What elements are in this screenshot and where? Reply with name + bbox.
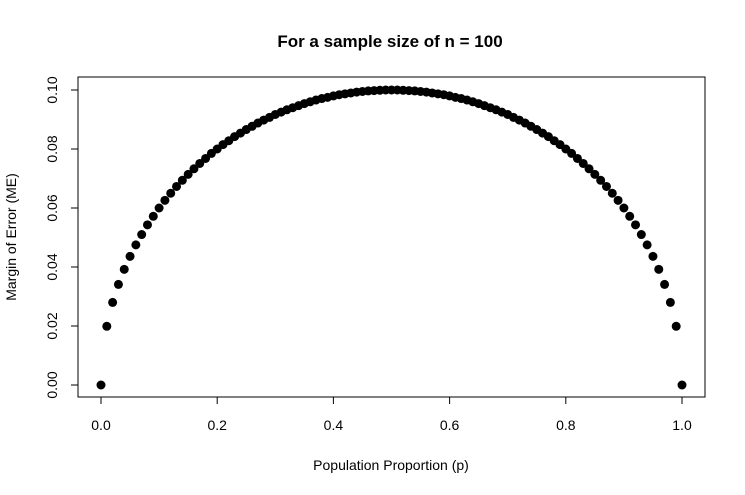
y-tick-label: 0.00 xyxy=(44,371,60,398)
y-tick-label: 0.02 xyxy=(44,312,60,339)
data-point xyxy=(671,321,681,331)
data-point xyxy=(625,211,635,221)
y-axis-label: Margin of Error (ME) xyxy=(3,173,19,301)
data-point xyxy=(119,264,129,274)
data-point xyxy=(596,175,606,185)
data-point xyxy=(160,195,170,205)
data-point xyxy=(137,230,147,240)
data-point xyxy=(166,188,176,198)
chart-title: For a sample size of n = 100 xyxy=(277,32,502,51)
plot-area-frame xyxy=(77,76,706,398)
data-point xyxy=(195,158,205,168)
data-point xyxy=(607,188,617,198)
data-point xyxy=(636,230,646,240)
data-point xyxy=(572,153,582,163)
data-point xyxy=(631,220,641,230)
x-axis: 0.0 0.2 0.4 0.6 0.8 1.0 xyxy=(91,396,692,433)
x-tick-label: 0.2 xyxy=(207,417,227,433)
data-point xyxy=(578,158,588,168)
data-point xyxy=(154,203,164,213)
data-point xyxy=(125,251,135,261)
x-tick-label: 0.6 xyxy=(440,417,460,433)
x-tick-label: 1.0 xyxy=(672,417,692,433)
data-point xyxy=(189,164,199,174)
data-point xyxy=(660,279,670,289)
data-point xyxy=(131,240,141,250)
data-point xyxy=(183,169,193,179)
data-point xyxy=(677,380,687,390)
data-point xyxy=(619,203,629,213)
data-point xyxy=(142,220,152,230)
y-tick-label: 0.06 xyxy=(44,194,60,221)
data-point xyxy=(108,297,118,307)
data-point xyxy=(177,175,187,185)
y-tick-label: 0.08 xyxy=(44,135,60,162)
data-point xyxy=(584,164,594,174)
y-tick-label: 0.10 xyxy=(44,76,60,103)
x-axis-label: Population Proportion (p) xyxy=(313,457,469,473)
data-point xyxy=(665,297,675,307)
data-point xyxy=(148,211,158,221)
data-point xyxy=(642,240,652,250)
data-point xyxy=(172,181,182,191)
y-axis: 0.00 0.02 0.04 0.06 0.08 0.10 xyxy=(44,76,79,399)
data-point xyxy=(654,264,664,274)
data-point xyxy=(96,380,106,390)
x-tick-label: 0.0 xyxy=(91,417,111,433)
data-point xyxy=(113,279,123,289)
data-point xyxy=(567,148,577,158)
x-tick-label: 0.4 xyxy=(324,417,344,433)
data-point xyxy=(590,169,600,179)
y-tick-label: 0.04 xyxy=(44,253,60,280)
data-point xyxy=(613,195,623,205)
data-points xyxy=(96,85,687,390)
data-point xyxy=(102,321,112,331)
data-point xyxy=(201,153,211,163)
data-point xyxy=(648,251,658,261)
x-tick-label: 0.8 xyxy=(556,417,576,433)
data-point xyxy=(601,181,611,191)
